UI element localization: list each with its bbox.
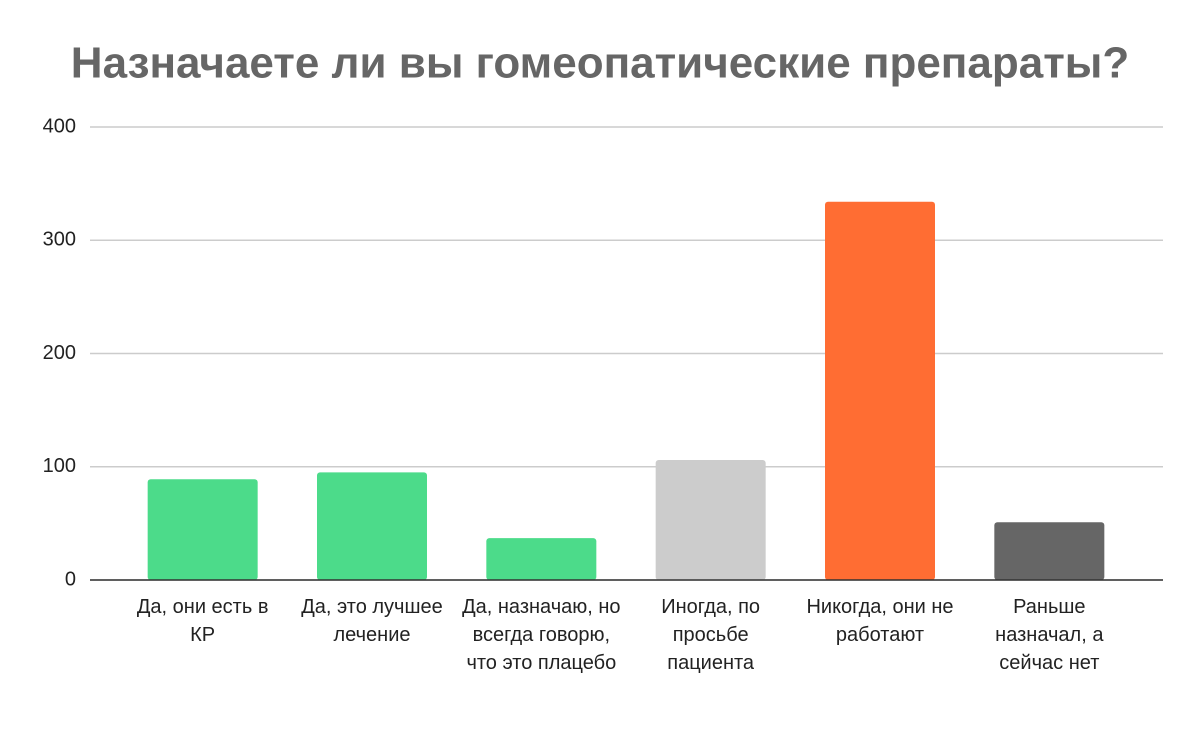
y-tick-label: 0 xyxy=(65,568,76,590)
x-tick-label: Да, это лучшее лечение xyxy=(301,596,443,646)
bar xyxy=(994,522,1105,580)
x-tick-label: Раньше назначал, а сейчас нет xyxy=(995,596,1104,674)
x-tick-label: Да, назначаю, но всегда говорю, что это … xyxy=(462,596,621,674)
y-tick-label: 100 xyxy=(43,455,76,477)
chart-title: Назначаете ли вы гомеопатические препара… xyxy=(71,39,1129,88)
x-tick-label: Да, они есть в КР xyxy=(136,596,269,646)
x-tick-label: Никогда, они не работают xyxy=(806,596,954,646)
y-tick-label: 300 xyxy=(43,229,76,251)
bar xyxy=(486,538,597,580)
x-tick-label: Иногда, по просьбе пациента xyxy=(661,596,761,674)
bar xyxy=(317,472,427,580)
bar xyxy=(655,459,766,580)
bar xyxy=(825,201,935,580)
y-tick-label: 200 xyxy=(43,342,76,364)
y-tick-label: 400 xyxy=(43,115,76,137)
bar xyxy=(147,479,258,580)
